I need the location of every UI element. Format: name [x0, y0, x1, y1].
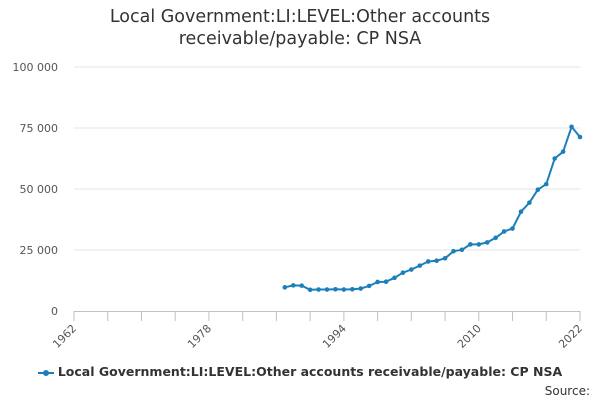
data-point	[493, 235, 498, 241]
data-point	[518, 209, 524, 214]
data-point	[358, 286, 364, 291]
x-tick-label: 1962	[50, 322, 79, 351]
chart-title: Local Government:LI:LEVEL:Other accounts…	[0, 6, 600, 50]
data-point	[434, 258, 439, 264]
legend-series-label: Local Government:LI:LEVEL:Other accounts…	[57, 364, 563, 379]
data-point	[316, 287, 321, 292]
data-point	[577, 134, 583, 140]
chart-title-line-1: Local Government:LI:LEVEL:Other accounts	[109, 7, 491, 27]
data-point	[535, 187, 541, 193]
legend-series-marker	[37, 368, 54, 378]
data-point	[501, 229, 507, 234]
data-point	[484, 240, 490, 245]
data-point	[569, 124, 574, 130]
data-point	[299, 283, 305, 288]
data-point	[307, 287, 313, 293]
data-point	[510, 226, 515, 231]
data-point	[366, 283, 372, 289]
data-point	[560, 149, 566, 154]
data-point	[375, 279, 380, 285]
data-point	[417, 263, 423, 268]
x-tick-label: 1994	[320, 322, 349, 351]
y-tick-label: 75 000	[20, 122, 59, 135]
data-point	[476, 242, 482, 247]
data-point	[333, 286, 338, 292]
y-tick-label: 0	[51, 305, 58, 318]
data-point	[442, 255, 448, 261]
data-point	[400, 270, 406, 275]
x-tick-label: 1978	[185, 322, 214, 351]
data-point	[552, 156, 557, 161]
x-tick-label: 2010	[455, 322, 484, 351]
source-label: Source:	[544, 384, 590, 398]
y-tick-label: 25 000	[20, 244, 59, 257]
data-point	[392, 275, 397, 281]
x-tick-label: 2022	[556, 322, 585, 351]
data-point	[425, 259, 431, 264]
data-point	[543, 181, 549, 187]
data-point	[324, 287, 330, 292]
data-point	[409, 267, 414, 272]
data-point	[451, 248, 456, 254]
data-point	[350, 286, 355, 292]
series-line	[284, 125, 581, 291]
data-point	[527, 200, 532, 205]
chart-title-line-2: receivable/payable: CP NSA	[178, 29, 422, 49]
data-point	[290, 283, 296, 288]
data-point	[383, 279, 389, 285]
y-tick-label: 50 000	[20, 183, 59, 196]
data-point	[341, 287, 347, 292]
y-tick-label: 100 000	[13, 61, 59, 74]
legend[interactable]: Local Government:LI:LEVEL:Other accounts…	[0, 364, 600, 379]
data-point	[468, 242, 473, 247]
data-point	[459, 247, 465, 253]
data-point	[282, 285, 288, 290]
